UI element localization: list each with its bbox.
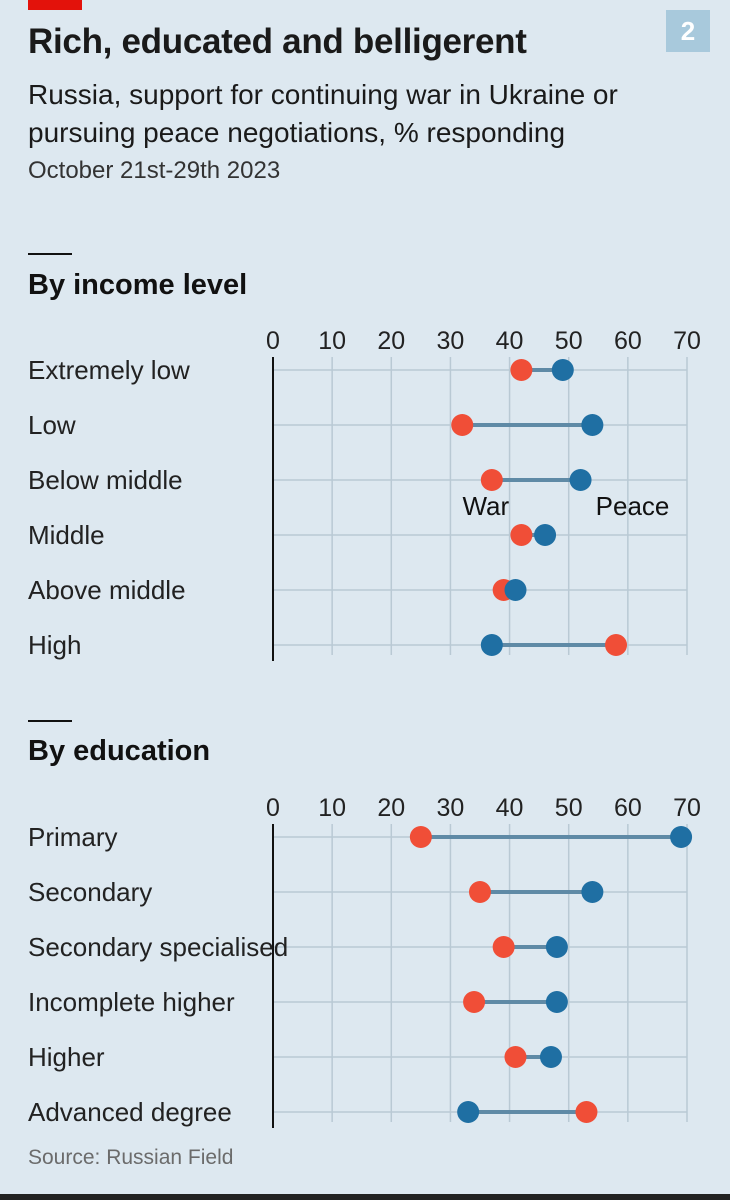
peace-dot xyxy=(534,524,557,546)
peace-dot xyxy=(581,881,604,903)
peace-dot xyxy=(569,469,592,491)
row-label: Secondary xyxy=(28,877,152,907)
peace-dot xyxy=(539,1046,562,1068)
tick-label: 10 xyxy=(318,327,346,355)
tick-label: 40 xyxy=(496,794,524,822)
war-dot xyxy=(480,469,503,491)
war-dot xyxy=(409,826,432,848)
peace-dot xyxy=(504,579,527,601)
row-label: Secondary specialised xyxy=(28,932,288,962)
chart-date: October 21st-29th 2023 xyxy=(28,157,281,184)
peace-dot xyxy=(551,359,574,381)
war-dot xyxy=(469,881,491,903)
section-title: By income level xyxy=(28,269,247,301)
tick-label: 0 xyxy=(266,794,280,822)
tick-label: 50 xyxy=(555,794,583,822)
row-label: Extremely low xyxy=(28,355,190,385)
row-label: Incomplete higher xyxy=(28,987,235,1017)
war-dot xyxy=(504,1046,527,1068)
row-label: High xyxy=(28,630,81,660)
peace-dot xyxy=(581,414,604,436)
brand-tag xyxy=(28,0,82,10)
tick-label: 60 xyxy=(614,794,642,822)
peace-dot xyxy=(480,634,503,656)
chart-title: Rich, educated and belligerent xyxy=(28,22,527,61)
row-label: Above middle xyxy=(28,575,186,605)
row-label: Advanced degree xyxy=(28,1097,232,1127)
peace-dot xyxy=(670,826,693,848)
row-label: Low xyxy=(28,410,76,440)
peace-dot xyxy=(545,991,568,1013)
war-dot xyxy=(605,634,628,656)
peace-dot xyxy=(545,936,568,958)
bottom-bar xyxy=(0,1194,730,1200)
row-label: Middle xyxy=(28,520,105,550)
tick-label: 0 xyxy=(266,327,280,355)
war-dot xyxy=(510,359,533,381)
chart-number-badge: 2 xyxy=(666,10,710,52)
tick-label: 20 xyxy=(377,794,405,822)
tick-label: 70 xyxy=(673,794,701,822)
war-dot xyxy=(492,936,515,958)
tick-label: 10 xyxy=(318,794,346,822)
source-note: Source: Russian Field xyxy=(28,1146,234,1169)
war-dot xyxy=(510,524,533,546)
war-dot xyxy=(575,1101,598,1123)
chart-subtitle: Russia, support for continuing war in Uk… xyxy=(28,79,618,148)
tick-label: 30 xyxy=(437,794,465,822)
war-dot xyxy=(451,414,474,436)
war-dot xyxy=(463,991,486,1013)
war-annotation: War xyxy=(462,491,509,521)
tick-label: 20 xyxy=(377,327,405,355)
section-title: By education xyxy=(28,735,210,767)
peace-annotation: Peace xyxy=(596,491,670,521)
tick-label: 50 xyxy=(555,327,583,355)
peace-dot xyxy=(457,1101,480,1123)
tick-label: 70 xyxy=(673,327,701,355)
row-label: Below middle xyxy=(28,465,183,495)
tick-label: 40 xyxy=(496,327,524,355)
tick-label: 60 xyxy=(614,327,642,355)
tick-label: 30 xyxy=(437,327,465,355)
row-label: Primary xyxy=(28,822,118,852)
row-label: Higher xyxy=(28,1042,105,1072)
